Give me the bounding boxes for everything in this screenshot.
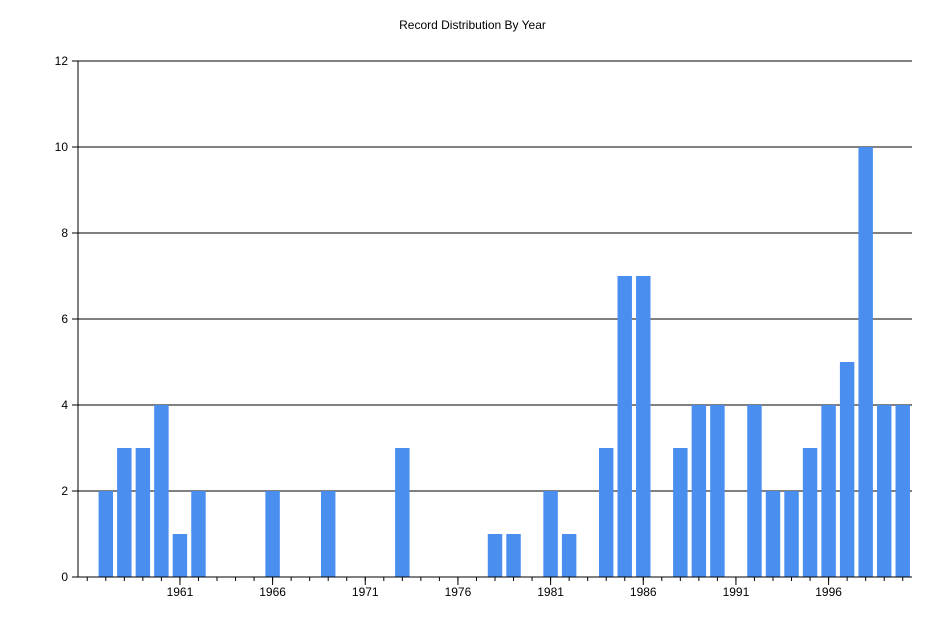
x-tick-label: 1966 bbox=[259, 585, 286, 599]
y-tick-label: 8 bbox=[61, 226, 68, 240]
x-tick-label: 1986 bbox=[630, 585, 657, 599]
bar bbox=[691, 405, 707, 577]
x-tick-label: 1991 bbox=[723, 585, 750, 599]
bar bbox=[117, 448, 132, 577]
y-tick-label: 4 bbox=[61, 398, 68, 412]
bar bbox=[617, 276, 632, 577]
bar bbox=[858, 147, 873, 577]
y-tick-label: 2 bbox=[61, 484, 68, 498]
bar bbox=[821, 405, 836, 577]
bar bbox=[636, 276, 651, 577]
x-tick-label: 1971 bbox=[352, 585, 379, 599]
bar bbox=[543, 491, 558, 577]
y-tick-label: 6 bbox=[61, 312, 68, 326]
y-tick-label: 10 bbox=[55, 140, 69, 154]
chart-title: Record Distribution By Year bbox=[399, 18, 546, 32]
bar bbox=[265, 491, 280, 577]
bar bbox=[506, 534, 521, 577]
bar bbox=[172, 534, 188, 577]
bar bbox=[154, 405, 169, 577]
x-tick-label: 1976 bbox=[445, 585, 472, 599]
bar bbox=[561, 534, 577, 577]
bar bbox=[191, 491, 206, 577]
bar bbox=[747, 405, 762, 577]
bar bbox=[673, 448, 688, 577]
y-tick-label: 0 bbox=[61, 570, 68, 584]
bar bbox=[895, 405, 910, 577]
bar bbox=[784, 491, 799, 577]
bar bbox=[320, 491, 336, 577]
bar bbox=[839, 362, 855, 577]
bar bbox=[710, 405, 725, 577]
bar bbox=[98, 491, 114, 577]
x-tick-label: 1961 bbox=[167, 585, 194, 599]
bar bbox=[487, 534, 503, 577]
bar bbox=[395, 448, 410, 577]
x-tick-label: 1981 bbox=[537, 585, 564, 599]
bar bbox=[802, 448, 818, 577]
x-tick-label: 1996 bbox=[815, 585, 842, 599]
bar bbox=[876, 405, 892, 577]
y-tick-label: 12 bbox=[55, 54, 69, 68]
bar bbox=[135, 448, 151, 577]
bar bbox=[765, 491, 781, 577]
bar bbox=[598, 448, 614, 577]
